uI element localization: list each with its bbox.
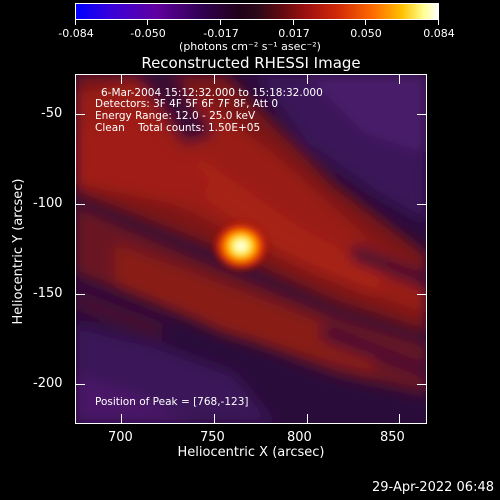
colorbar-units-label: (photons cm⁻² s⁻¹ asec⁻²) bbox=[179, 40, 321, 53]
colorbar-tick-label: -0.084 bbox=[58, 27, 94, 40]
colorbar-tick-label: 0.017 bbox=[278, 27, 310, 40]
colorbar-tick-label: 0.084 bbox=[423, 27, 455, 40]
x-tick-label: 700 bbox=[108, 430, 133, 445]
y-tick-label: -100 bbox=[33, 196, 63, 211]
y-tick-label: -200 bbox=[33, 376, 63, 391]
energy-range-label: Energy Range: 12.0 - 25.0 keV bbox=[95, 110, 256, 122]
image-title: Reconstructed RHESSI Image bbox=[141, 54, 361, 72]
timestamp: 29-Apr-2022 06:48 bbox=[372, 480, 494, 495]
x-tick-label: 800 bbox=[287, 430, 312, 445]
y-tick-label: -150 bbox=[33, 286, 63, 301]
x-axis-label: Heliocentric X (arcsec) bbox=[177, 445, 325, 460]
colorbar bbox=[75, 3, 439, 20]
colorbar-ticks bbox=[75, 20, 439, 26]
y-tick-label: -50 bbox=[41, 106, 63, 121]
colorbar-tick-label: 0.050 bbox=[350, 27, 382, 40]
reconstructed-image bbox=[75, 74, 427, 424]
detectors-label: Detectors: 3F 4F 5F 6F 7F 8F, Att 0 bbox=[95, 98, 279, 110]
time-range-label: 6-Mar-2004 15:12:32.000 to 15:18:32.000 bbox=[101, 87, 323, 99]
axis-ticks bbox=[75, 74, 427, 424]
colorbar-tick-label: -0.050 bbox=[130, 27, 166, 40]
x-tick-label: 850 bbox=[380, 430, 405, 445]
colorbar-tick-label: -0.017 bbox=[203, 27, 239, 40]
peak-position-label: Position of Peak = [768,-123] bbox=[95, 396, 249, 408]
method-counts-label: Clean Total counts: 1.50E+05 bbox=[95, 122, 261, 134]
x-tick-label: 750 bbox=[200, 430, 225, 445]
y-axis-label: Heliocentric Y (arcsec) bbox=[11, 178, 26, 325]
